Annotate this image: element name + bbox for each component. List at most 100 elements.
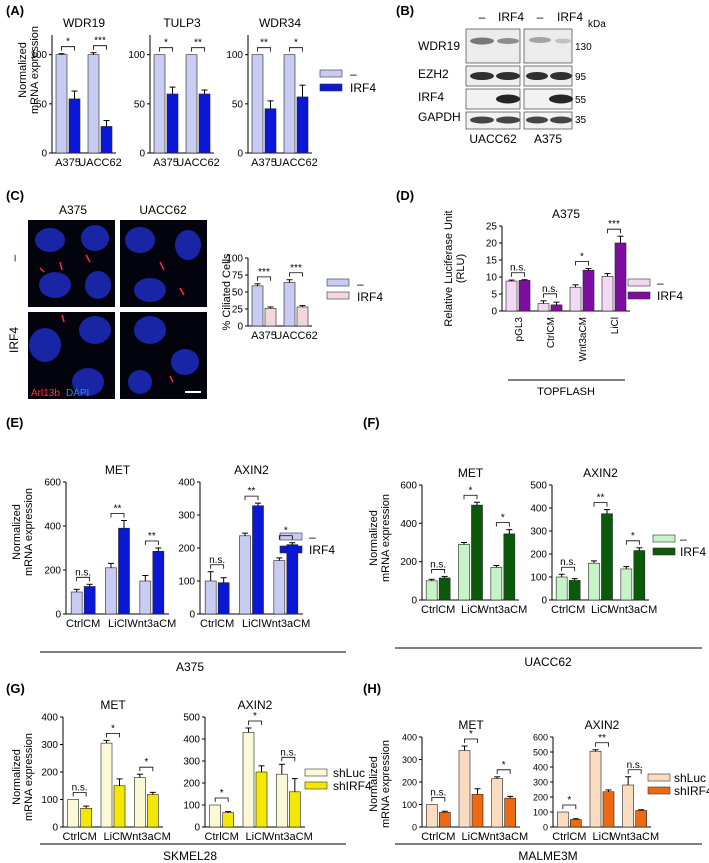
y-tick-label: 500 [183, 713, 200, 724]
significance-bracket [76, 576, 91, 582]
significance-bracket [575, 261, 589, 266]
bar [252, 505, 264, 615]
panel-label-b: (B) [396, 3, 414, 18]
y-tick-label: 0 [237, 322, 243, 333]
significance-label: * [469, 729, 473, 740]
category-label: Wnt3aCM [478, 604, 527, 616]
bar [426, 804, 438, 828]
legend-g-label-1: shLuc [333, 766, 365, 780]
significance-bracket [278, 535, 293, 540]
y-tick-label: 400 [400, 519, 417, 530]
category-label: A375 [153, 157, 179, 169]
bar [458, 544, 470, 601]
y-tick-label: 200 [533, 793, 548, 803]
bar [490, 567, 503, 601]
bar [185, 54, 198, 154]
y-tick-label: 0 [237, 149, 243, 160]
panel-label-a: (A) [6, 3, 24, 18]
blot-marker-35: 35 [575, 115, 587, 126]
significance-label: * [164, 38, 168, 49]
y-tick-label: 400 [533, 763, 548, 773]
legend-f-label-1: – [680, 532, 687, 546]
significance-bracket [561, 566, 576, 572]
category-label: LiCl [104, 831, 123, 843]
significance-label: n.s. [209, 555, 225, 566]
chart-title: A375 [552, 207, 580, 221]
category-label: LiCl [246, 831, 265, 843]
cilium [169, 375, 174, 383]
legend-d-label-2: IRF4 [657, 289, 683, 303]
chart-e-met: 0 200 400 600 MET n.s. CtrlCM ** LiCl ** Wnt3aCM [44, 463, 176, 630]
category-label: LiCl [593, 831, 612, 843]
legend-a-swatch-1 [319, 69, 343, 78]
y-tick-label: 400 [178, 478, 195, 489]
significance-bracket [244, 495, 259, 501]
category-label: pGL3 [514, 317, 525, 342]
significance-bracket [595, 742, 609, 747]
legend-g: shLuc shIRF4 [304, 766, 372, 793]
significance-label: ** [194, 38, 202, 49]
nucleus [134, 316, 166, 344]
band-wdr19-3 [529, 37, 551, 43]
band-wdr19-1 [470, 37, 494, 45]
bar [80, 807, 92, 828]
category-label: LiCl [108, 618, 127, 630]
significance-label: * [631, 531, 635, 542]
nucleus [35, 228, 65, 252]
significance-label: n.s. [430, 788, 446, 799]
significance-label: ** [248, 486, 256, 497]
ylabel-e-line2: mRNA expression [23, 488, 35, 576]
bar [147, 794, 159, 828]
category-label: CtrlCM [421, 604, 455, 616]
cilium [39, 267, 45, 273]
bar [582, 269, 595, 312]
legend-a-label-1: – [350, 67, 357, 81]
significance-bracket [625, 540, 640, 545]
micro-cilia [39, 254, 185, 383]
bar [55, 54, 68, 154]
significance-label: * [284, 526, 288, 537]
bar [601, 276, 614, 312]
y-tick-label: 100 [183, 801, 200, 812]
significance-bracket [281, 756, 296, 762]
nucleus [128, 370, 152, 394]
y-tick-label: 100 [178, 577, 195, 588]
bar [518, 280, 531, 312]
bar [264, 308, 277, 327]
blot-protein-wdr19: WDR19 [418, 39, 460, 53]
bar [70, 591, 83, 615]
significance-label: * [220, 788, 224, 799]
nucleus [72, 368, 104, 396]
category-label: LiCl [242, 618, 261, 630]
bar [166, 93, 179, 154]
bar [113, 785, 126, 828]
micro-col-a375: A375 [59, 203, 87, 217]
bar [239, 535, 251, 615]
chart-title: AXIN2 [238, 698, 273, 712]
significance-bracket [593, 502, 608, 507]
blot-protein-irf4: IRF4 [418, 90, 444, 104]
significance-bracket [248, 720, 262, 725]
bar [134, 777, 146, 828]
bar [458, 750, 471, 828]
band-ezh2-3 [526, 72, 548, 80]
legend-d: – IRF4 [627, 276, 683, 303]
significance-label: *** [290, 263, 302, 274]
ylabel-h-line1: Normalized [368, 756, 380, 812]
legend-h-label-2: shIRF4 [674, 784, 709, 798]
bar [209, 804, 221, 828]
y-tick-label: 300 [402, 755, 417, 765]
chart-c-cilia: 0 25 50 75 100% Ciliated Cells *** A375 *** UACC… [221, 253, 318, 342]
y-tick-label: 400 [530, 504, 547, 515]
significance-label: *** [608, 219, 620, 230]
significance-bracket [93, 45, 107, 50]
significance-bracket [110, 513, 125, 518]
category-label: UACC62 [274, 330, 317, 342]
band-ezh2-2 [496, 72, 520, 80]
significance-label: * [469, 485, 473, 496]
bar [264, 108, 277, 154]
category-label: LiCl [610, 317, 621, 334]
significance-bracket [627, 769, 642, 774]
nucleus [175, 230, 201, 260]
